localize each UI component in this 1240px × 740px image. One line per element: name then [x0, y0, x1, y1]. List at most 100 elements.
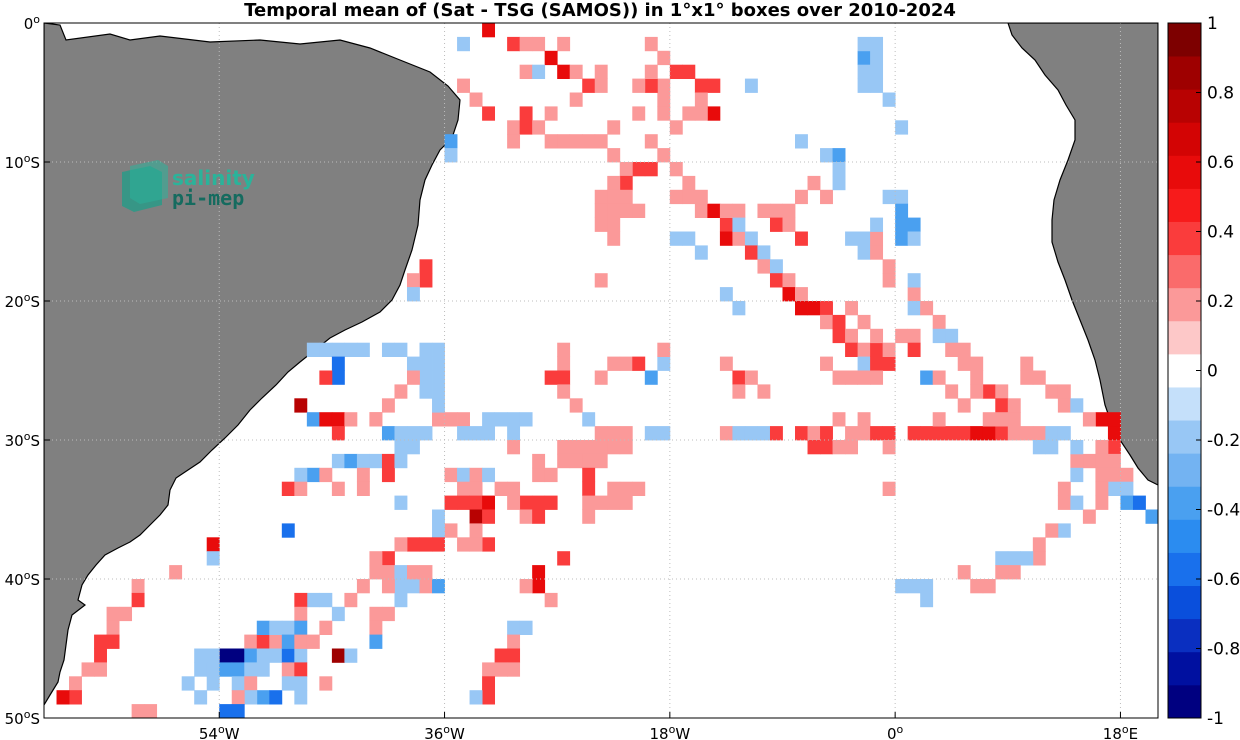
grid-cell: [1107, 481, 1121, 496]
grid-cell: [469, 523, 483, 538]
grid-cell: [845, 231, 858, 246]
grid-cell: [607, 481, 621, 496]
grid-cell: [507, 648, 521, 663]
grid-cell: [907, 231, 921, 246]
grid-cell: [419, 259, 433, 274]
grid-cell: [820, 426, 833, 441]
grid-cell: [1032, 440, 1046, 455]
colorbar-swatch: [1168, 155, 1201, 189]
grid-cell: [507, 120, 521, 135]
grid-cell: [281, 634, 295, 649]
grid-cell: [582, 134, 596, 149]
grid-cell: [219, 662, 233, 677]
grid-cell: [669, 189, 683, 205]
grid-cell: [381, 551, 395, 566]
grid-cell: [657, 356, 671, 371]
grid-cell: [932, 426, 946, 441]
grid-cell: [657, 78, 671, 93]
grid-cell: [932, 314, 946, 330]
grid-cell: [281, 620, 295, 635]
grid-cell: [244, 676, 258, 691]
grid-cell: [832, 314, 846, 330]
grid-cell: [269, 634, 283, 649]
grid-cell: [306, 592, 320, 608]
grid-cell: [769, 259, 783, 274]
grid-cell: [845, 426, 858, 441]
grid-cell: [544, 467, 558, 483]
grid-cell: [331, 481, 345, 496]
grid-cell: [294, 662, 308, 677]
grid-cell: [419, 426, 433, 441]
grid-cell: [870, 356, 884, 371]
grid-cell: [469, 481, 483, 496]
colorbar-tick-label: -0.2: [1207, 431, 1240, 451]
grid-cell: [432, 384, 445, 399]
grid-cell: [719, 203, 733, 218]
grid-cell: [669, 162, 683, 177]
grid-cell: [544, 50, 558, 66]
grid-cell: [406, 273, 420, 288]
grid-cell: [582, 495, 596, 510]
grid-cell: [406, 565, 420, 580]
grid-cell: [995, 551, 1009, 566]
grid-cell: [194, 662, 208, 677]
grid-cell: [769, 217, 783, 232]
grid-cell: [619, 426, 633, 441]
grid-cell: [845, 370, 858, 385]
grid-cell: [482, 467, 496, 483]
grid-cell: [231, 676, 245, 691]
grid-cell: [231, 704, 245, 718]
grid-cell: [582, 481, 596, 496]
grid-cell: [1107, 412, 1121, 427]
grid-cell: [269, 690, 283, 705]
grid-cell: [406, 370, 420, 385]
grid-cell: [457, 412, 470, 427]
grid-cell: [557, 370, 571, 385]
grid-cell: [457, 481, 470, 496]
colorbar-swatch: [1168, 420, 1201, 454]
grid-cell: [907, 426, 921, 441]
grid-cell: [194, 690, 208, 705]
grid-cell: [244, 634, 258, 649]
axis-tick-label: 36oW: [424, 723, 465, 740]
grid-cell: [970, 356, 984, 371]
grid-cell: [694, 203, 708, 218]
grid-cell: [432, 537, 445, 552]
colorbar-swatch: [1168, 651, 1201, 686]
grid-cell: [732, 370, 746, 385]
grid-cell: [344, 342, 358, 357]
colorbar-swatch: [1168, 353, 1201, 388]
grid-cell: [1070, 398, 1084, 413]
grid-cell: [256, 690, 270, 705]
grid-cell: [532, 467, 546, 483]
grid-cell: [394, 440, 408, 455]
grid-cell: [657, 50, 671, 66]
grid-cell: [895, 328, 909, 344]
grid-cell: [369, 412, 383, 427]
grid-cell: [845, 301, 858, 316]
grid-cell: [1045, 384, 1059, 399]
grid-cell: [795, 426, 808, 441]
grid-cell: [669, 120, 683, 135]
grid-cell: [857, 36, 871, 52]
grid-cell: [870, 217, 884, 232]
grid-cell: [356, 467, 370, 483]
grid-cell: [995, 565, 1009, 580]
grid-cell: [945, 426, 959, 441]
grid-cell: [557, 440, 571, 455]
grid-cell: [644, 370, 658, 385]
grid-cell: [1007, 565, 1021, 580]
grid-cell: [920, 426, 934, 441]
grid-cell: [1020, 370, 1034, 385]
grid-cell: [769, 273, 783, 288]
grid-cell: [557, 342, 571, 357]
grid-cell: [406, 426, 420, 441]
grid-cell: [381, 453, 395, 469]
grid-cell: [281, 662, 295, 677]
grid-cell: [144, 704, 158, 718]
grid-cell: [920, 370, 934, 385]
grid-cell: [369, 606, 383, 622]
grid-cell: [106, 620, 120, 635]
colorbar-swatch: [1168, 122, 1201, 156]
grid-cell: [870, 78, 884, 93]
